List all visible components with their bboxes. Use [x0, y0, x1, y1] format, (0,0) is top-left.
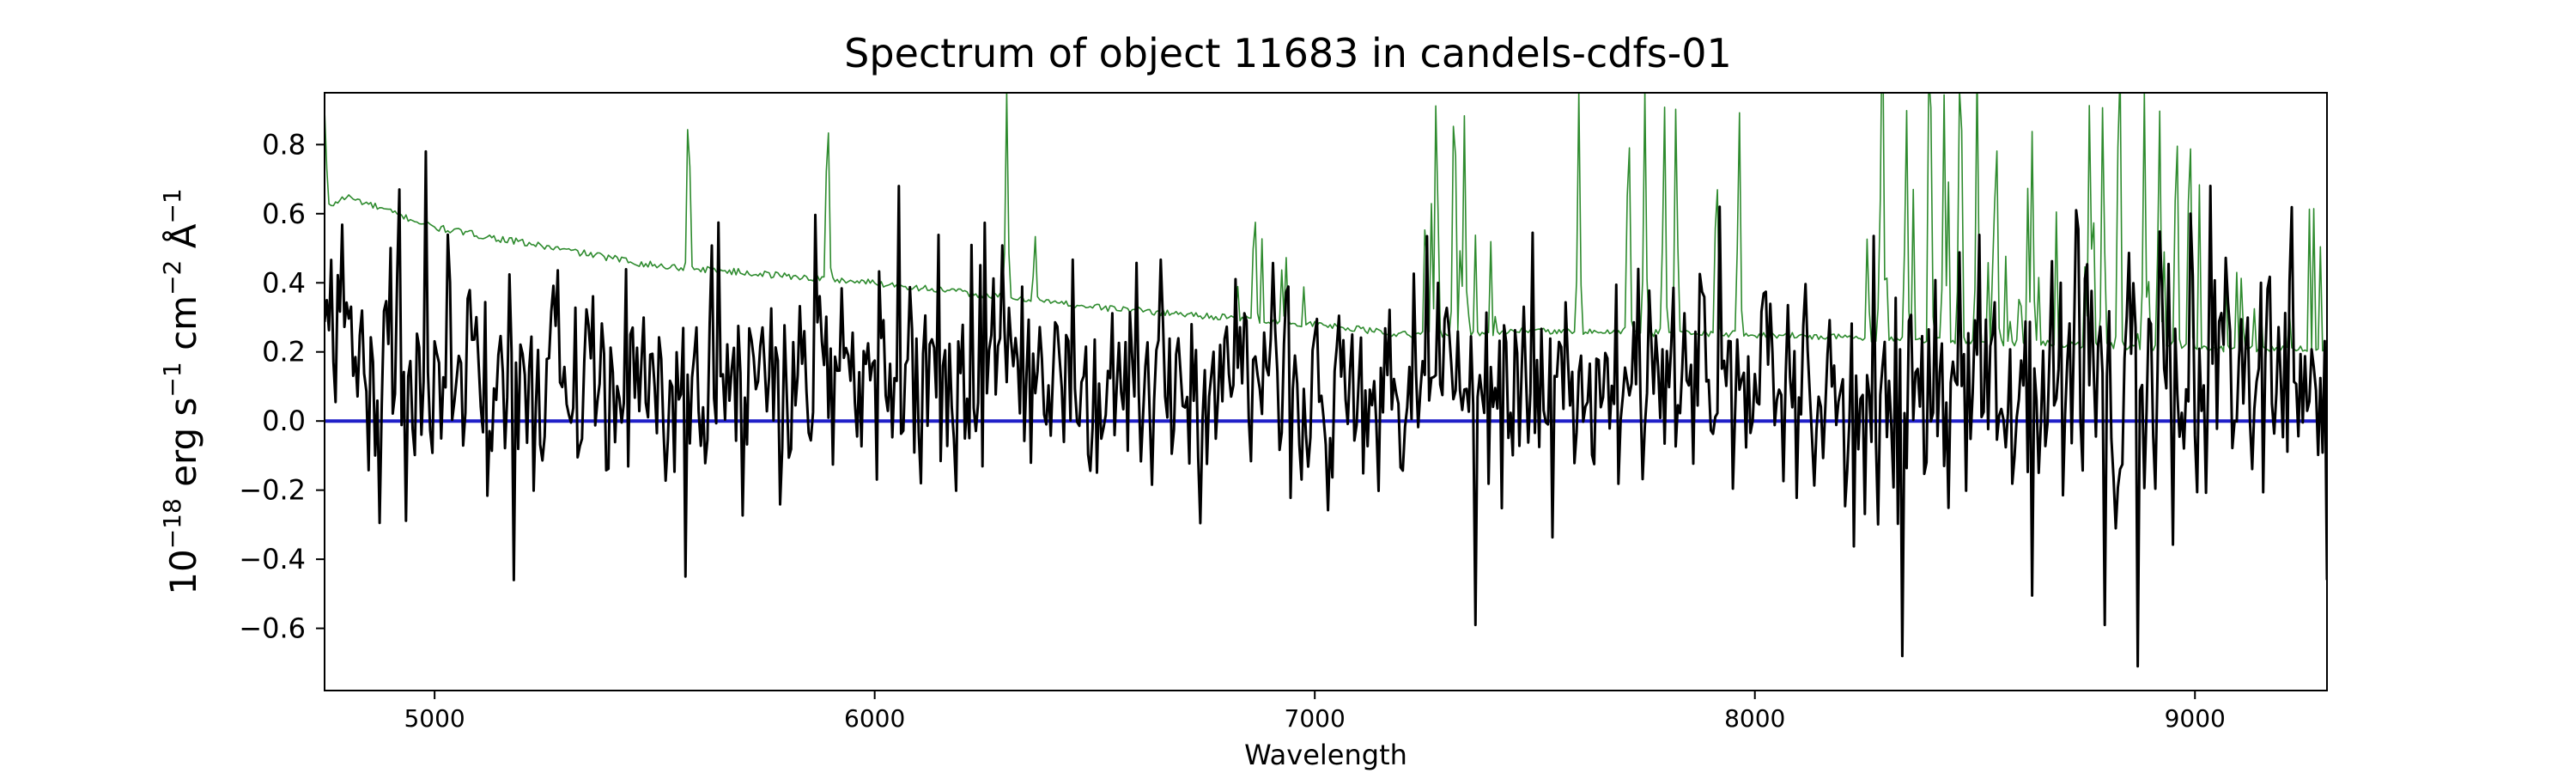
y-tick-label: 0.8	[262, 128, 306, 161]
y-tick-label: 0.0	[262, 405, 306, 437]
x-axis-ticks: 5000 6000 7000 8000 9000	[404, 691, 2226, 733]
x-tick-label: 9000	[2165, 704, 2226, 733]
y-label-exp-cm: −2	[158, 260, 186, 295]
y-label-base: 10	[162, 549, 204, 594]
y-label-part3: Å	[161, 223, 204, 259]
y-label-exp-s: −1	[158, 362, 186, 397]
plot-frame	[324, 92, 2328, 691]
chart-title: Spectrum of object 11683 in candels-cdfs…	[844, 30, 1732, 76]
x-tick-label: 5000	[404, 704, 465, 733]
y-axis-ticks: −0.6 −0.4 −0.2 0.0 0.2 0.4 0.6 0.8	[239, 128, 325, 645]
y-tick-label: −0.4	[239, 543, 306, 575]
y-label-part2: cm	[162, 295, 204, 362]
y-axis-label: 10−18 erg s−1 cm−2 Å−1	[158, 188, 204, 594]
x-tick-label: 7000	[1285, 704, 1346, 733]
y-label-exp-base: −18	[158, 498, 186, 549]
x-tick-label: 8000	[1724, 704, 1785, 733]
x-tick-label: 6000	[844, 704, 905, 733]
flux-spectrum-line	[325, 149, 2327, 668]
y-tick-label: 0.6	[262, 198, 306, 230]
y-label-exp-a: −1	[158, 188, 186, 223]
plot-area	[324, 92, 2328, 691]
y-tick-label: 0.4	[262, 266, 306, 299]
y-label-part1: erg s	[162, 398, 204, 499]
noise-spectrum-line	[325, 93, 2327, 353]
y-tick-label: −0.2	[239, 474, 306, 507]
y-tick-label: 0.2	[262, 336, 306, 368]
x-axis-label: Wavelength	[1244, 739, 1407, 771]
y-tick-label: −0.6	[239, 612, 306, 645]
